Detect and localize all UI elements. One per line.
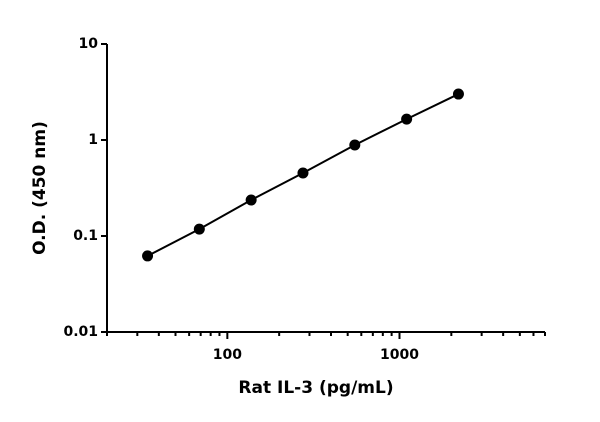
data-point	[452, 88, 464, 100]
y-tick-label: 0.01	[63, 324, 98, 340]
y-tick-label: 0.1	[73, 228, 98, 244]
data-point	[297, 167, 309, 179]
y-tick-label: 1	[88, 132, 98, 148]
data-point	[349, 139, 361, 151]
x-tick-label: 1000	[380, 347, 419, 363]
y-tick-label: 10	[79, 36, 99, 52]
x-axis-title: Rat IL-3 (pg/mL)	[238, 378, 393, 398]
data-point	[401, 113, 413, 125]
data-point	[142, 250, 154, 262]
x-tick-label: 100	[213, 347, 242, 363]
data-point	[193, 223, 205, 235]
data-point	[245, 194, 257, 206]
y-axis-title: O.D. (450 nm)	[30, 121, 50, 255]
